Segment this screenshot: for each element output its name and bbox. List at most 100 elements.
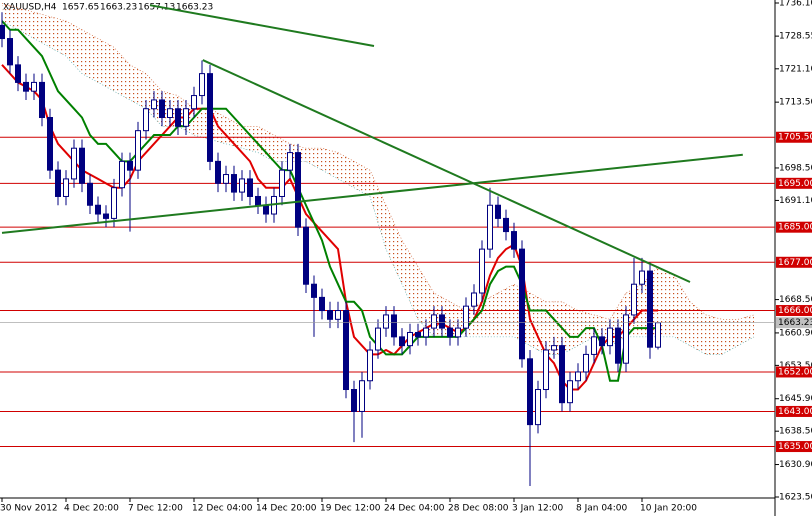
x-tick-label: 19 Dec 12:00 xyxy=(320,504,381,514)
candle-body xyxy=(463,305,469,329)
candle-body xyxy=(263,204,269,215)
candle-body xyxy=(87,182,93,206)
level-label: 1666.00 xyxy=(778,306,812,316)
x-tick-label: 8 Jan 04:00 xyxy=(576,504,628,514)
candle-body xyxy=(503,217,509,233)
candle-body xyxy=(447,327,453,338)
candle-body xyxy=(423,327,429,338)
indicator-line xyxy=(1,20,658,382)
candle-body xyxy=(343,310,349,391)
y-tick-label: 1698.50 xyxy=(779,163,812,173)
candle-body xyxy=(327,310,333,320)
candle-body xyxy=(607,327,613,347)
x-tick-label: 24 Dec 04:00 xyxy=(384,504,445,514)
candle-body xyxy=(183,108,189,127)
candle-body xyxy=(543,349,549,391)
candle-body xyxy=(0,24,5,40)
candle-body xyxy=(295,152,301,228)
candle-body xyxy=(623,314,629,364)
level-label-box xyxy=(776,441,812,453)
level-label: 1635.00 xyxy=(778,442,812,452)
candle-body xyxy=(79,147,85,184)
span-b xyxy=(1,20,755,355)
level-label-box xyxy=(776,256,812,268)
level-label: 1695.00 xyxy=(778,179,812,189)
candle-body xyxy=(127,160,133,171)
candle-body xyxy=(63,178,69,197)
candle-body xyxy=(191,95,197,110)
candle-body xyxy=(383,314,389,329)
y-tick-label: 1638.50 xyxy=(779,427,812,437)
level-label-box xyxy=(776,131,812,143)
chart-title: XAUUSD,H4 xyxy=(3,3,57,13)
candle-body xyxy=(95,204,101,215)
y-tick-label: 1713.50 xyxy=(779,98,812,108)
candle-body xyxy=(31,81,37,92)
candle-body xyxy=(279,169,285,197)
candle-body xyxy=(199,73,205,97)
candle-body xyxy=(231,174,237,193)
trendline xyxy=(149,4,375,47)
candle-body xyxy=(399,336,405,347)
candle-body xyxy=(15,64,21,83)
candle-body xyxy=(207,73,213,162)
candle-body xyxy=(239,178,245,193)
candle-body xyxy=(23,81,29,92)
candle-body xyxy=(223,174,229,184)
candle-body xyxy=(71,147,77,180)
candle-body xyxy=(487,204,493,250)
candle-body xyxy=(559,345,565,404)
ohlc-value: 1657.65 xyxy=(62,3,99,13)
candle-body xyxy=(167,108,173,119)
trendline xyxy=(202,59,691,283)
candle-body xyxy=(111,187,117,219)
candle-body xyxy=(479,248,485,294)
candle-body xyxy=(415,331,421,338)
y-tick-label: 1668.50 xyxy=(779,295,812,305)
candle-body xyxy=(647,270,653,348)
candle-body xyxy=(159,99,165,119)
last-price-label: 1663.23 xyxy=(778,318,812,328)
level-label: 1685.00 xyxy=(778,223,812,233)
level-label: 1705.50 xyxy=(778,133,812,143)
candle-body xyxy=(103,213,109,219)
candle-body xyxy=(551,345,557,351)
last-price-box xyxy=(776,317,812,329)
candle-body xyxy=(527,358,533,426)
ohlc-value: 1657.13 xyxy=(138,3,175,13)
x-tick-label: 10 Jan 20:00 xyxy=(640,504,697,514)
candle-body xyxy=(143,108,149,132)
ohlc-value: 1663.23 xyxy=(176,3,213,13)
candle-body xyxy=(311,283,317,298)
candle-body xyxy=(575,371,581,382)
x-tick-label: 12 Dec 04:00 xyxy=(192,504,253,514)
y-tick-label: 1691.10 xyxy=(779,196,812,206)
candle-body xyxy=(7,38,13,66)
x-tick-label: 7 Dec 12:00 xyxy=(128,504,183,514)
candle-body xyxy=(175,108,181,127)
cloud xyxy=(2,3,754,355)
level-label-box xyxy=(776,221,812,233)
trendline xyxy=(1,153,743,234)
y-tick-label: 1736.10 xyxy=(779,0,812,9)
candle-body xyxy=(39,81,45,119)
candle-body xyxy=(287,152,293,171)
y-tick-label: 1630.90 xyxy=(779,460,812,470)
candle-body xyxy=(351,389,357,412)
candle-body xyxy=(319,296,325,312)
candle-body xyxy=(591,336,597,355)
y-tick-label: 1623.50 xyxy=(779,493,812,503)
candle-body xyxy=(511,231,517,250)
candle-body xyxy=(215,160,221,184)
candle-body xyxy=(407,331,413,347)
x-tick-label: 30 Nov 2012 xyxy=(0,504,58,514)
candle-body xyxy=(359,380,365,412)
candle-body xyxy=(639,270,645,285)
candle-body xyxy=(631,283,637,316)
header: XAUUSD,H4 1657.65 1663.23 1657.13 1663.23 xyxy=(3,3,213,13)
x-tick-label: 28 Dec 08:00 xyxy=(448,504,509,514)
y-tick-label: 1653.50 xyxy=(779,361,812,371)
x-tick-label: 14 Dec 20:00 xyxy=(256,504,317,514)
level-label-box xyxy=(776,305,812,317)
